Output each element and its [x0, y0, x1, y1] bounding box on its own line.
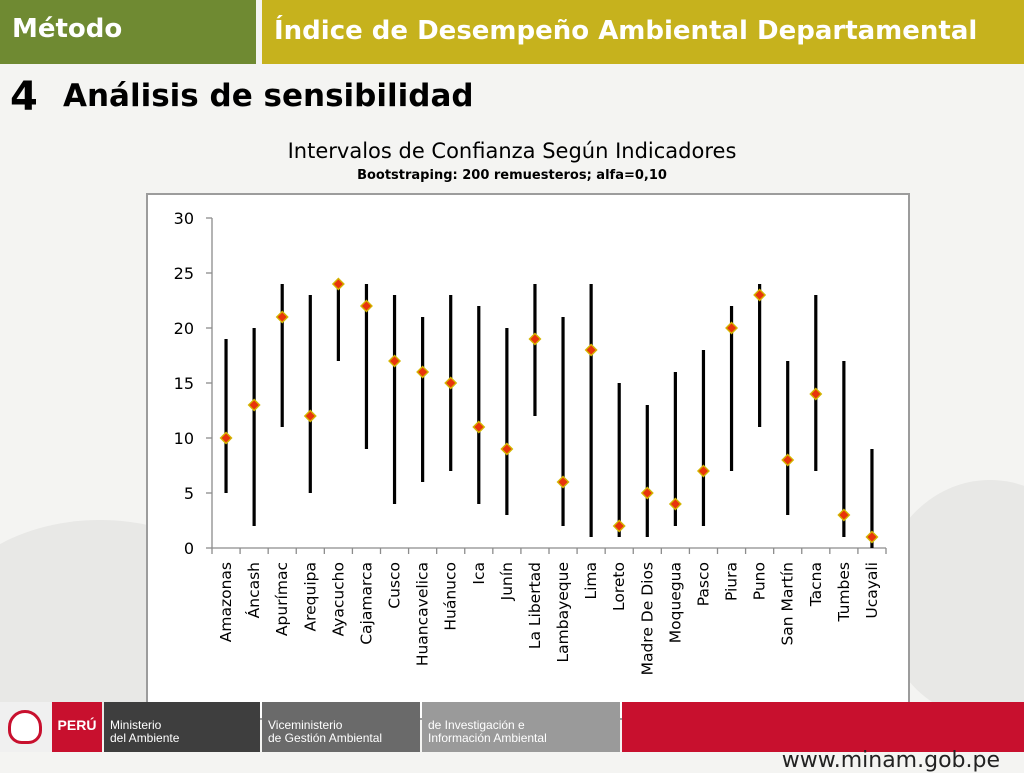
footer-ministry: Ministerio del Ambiente: [104, 702, 260, 752]
footer-vice-line1: Viceministerio: [268, 718, 343, 732]
x-tick-label: Piura: [723, 562, 741, 601]
point-marker: [416, 365, 430, 379]
x-tick-label: San Martín: [779, 562, 797, 646]
footer-dir-line2: Información Ambiental: [428, 731, 547, 745]
x-tick-label: Amazonas: [217, 562, 235, 642]
point-marker: [584, 343, 598, 357]
point-marker: [219, 431, 233, 445]
x-tick-label: Tacna: [807, 562, 825, 607]
footer-viceministry: Viceministerio de Gestión Ambiental: [262, 702, 420, 752]
point-marker: [303, 409, 317, 423]
x-tick-label: Lambayeque: [554, 562, 572, 662]
point-marker: [359, 299, 373, 313]
section-number: 4: [10, 74, 38, 120]
x-tick-label: Ica: [470, 562, 488, 585]
footer-directorate: de Investigación e Información Ambiental: [422, 702, 620, 752]
chart-panel: 0 5 10 15 20 25 30 Amazonas Áncash Apurímac Arequi…: [146, 193, 910, 720]
x-tick-label: Apurímac: [273, 562, 291, 636]
x-tick-label: Huánuco: [442, 562, 460, 631]
footer-country: PERÚ: [52, 702, 102, 752]
y-tick-label: 20: [174, 319, 194, 338]
confidence-interval-chart: 0 5 10 15 20 25 30 Amazonas Áncash Apurímac Arequi…: [174, 209, 887, 675]
y-tick-label: 25: [174, 264, 194, 283]
x-tick-label: Huancavelica: [414, 562, 432, 666]
footer-red-band: [622, 702, 1024, 752]
chart-title: Intervalos de Confianza Según Indicadore…: [287, 139, 737, 163]
y-tick-label: 0: [184, 539, 194, 558]
point-marker: [696, 464, 710, 478]
footer-ministry-line1: Ministerio: [110, 718, 162, 732]
point-marker: [500, 442, 514, 456]
x-tick-label: Tumbes: [835, 562, 853, 623]
x-tick-label: Puno: [751, 562, 769, 600]
x-tick-label: Loreto: [610, 562, 628, 611]
y-tick-label: 5: [184, 484, 194, 503]
point-marker: [753, 288, 767, 302]
x-tick-label: Arequipa: [301, 562, 319, 631]
point-marker: [247, 398, 261, 412]
x-tick-label: Madre De Dios: [638, 562, 656, 675]
point-marker: [275, 310, 289, 324]
point-marker: [528, 332, 542, 346]
point-marker: [837, 508, 851, 522]
x-tick-label: Lima: [582, 562, 600, 600]
point-marker: [640, 486, 654, 500]
y-tick-label: 10: [174, 429, 194, 448]
point-marker: [809, 387, 823, 401]
website-link[interactable]: www.minam.gob.pe: [781, 748, 1000, 773]
x-tick-label: Ayacucho: [329, 562, 347, 636]
y-tick-label: 30: [174, 209, 194, 228]
x-tick-label: Moquegua: [666, 562, 684, 643]
point-marker: [668, 497, 682, 511]
x-tick-label: Áncash: [244, 562, 263, 618]
y-tick-label: 15: [174, 374, 194, 393]
point-marker: [865, 530, 879, 544]
method-header-tab: Método: [0, 0, 256, 64]
section-title: Análisis de sensibilidad: [63, 78, 474, 114]
footer-ministry-line2: del Ambiente: [110, 731, 180, 745]
coat-of-arms-icon: [8, 710, 42, 744]
x-tick-label: Junín: [498, 562, 516, 601]
page-header-title: Índice de Desempeño Ambiental Departamen…: [262, 0, 1024, 64]
point-marker: [472, 420, 486, 434]
point-marker: [331, 277, 345, 291]
x-tick-label: Pasco: [694, 562, 712, 606]
x-tick-label: Ucayali: [863, 562, 881, 619]
footer-dir-line1: de Investigación e: [428, 718, 525, 732]
x-tick-label: Cusco: [386, 562, 404, 609]
point-marker: [444, 376, 458, 390]
footer-bar: PERÚ Ministerio del Ambiente Viceministe…: [0, 702, 1024, 752]
point-marker: [556, 475, 570, 489]
footer-vice-line2: de Gestión Ambiental: [268, 731, 383, 745]
point-marker: [725, 321, 739, 335]
x-tick-label: Cajamarca: [357, 562, 375, 645]
point-marker: [612, 519, 626, 533]
x-tick-label: La Libertad: [526, 562, 544, 649]
point-marker: [388, 354, 402, 368]
chart-subtitle: Bootstraping: 200 remuesteros; alfa=0,10: [357, 168, 667, 183]
point-marker: [781, 453, 795, 467]
